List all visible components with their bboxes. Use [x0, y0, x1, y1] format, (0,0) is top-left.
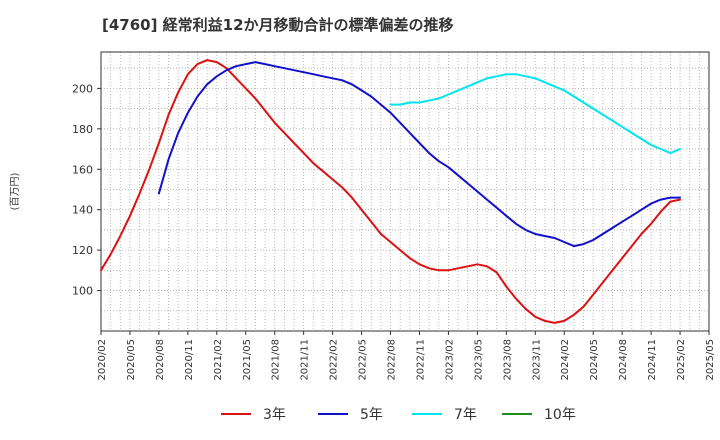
- y-tick-label: 120: [72, 244, 93, 257]
- x-tick-label: 2021/11: [300, 339, 311, 381]
- legend-label-1: 3年: [263, 407, 286, 423]
- series-line-2: [157, 61, 681, 248]
- x-tick-label: 2024/05: [589, 339, 600, 381]
- series-line-1: [100, 59, 681, 324]
- chart-title: [4760] 経常利益12か月移動合計の標準偏差の推移: [102, 16, 454, 34]
- x-tick-label: 2023/05: [473, 339, 484, 381]
- x-tick-label: 2023/11: [531, 339, 542, 381]
- y-tick-label: 100: [72, 285, 93, 298]
- x-tick-label: 2025/05: [705, 339, 716, 381]
- y-tick-label: 160: [72, 163, 93, 176]
- x-tick-label: 2022/02: [329, 339, 340, 381]
- x-tick-label: 2021/08: [271, 339, 282, 381]
- x-tick-label: 2020/11: [184, 339, 195, 381]
- x-tick-label: 2024/08: [618, 339, 629, 381]
- x-tick-label: 2020/02: [97, 339, 108, 381]
- y-tick-label: 140: [72, 204, 93, 217]
- x-tick-label: 2023/08: [502, 339, 513, 381]
- y-tick-label: 180: [72, 123, 93, 136]
- y-tick-label: 200: [72, 82, 93, 95]
- x-tick-label: 2020/05: [126, 339, 137, 381]
- x-tick-label: 2021/02: [213, 339, 224, 381]
- x-tick-label: 2024/11: [647, 339, 658, 381]
- x-tick-label: 2023/02: [444, 339, 455, 381]
- plot-area: [100, 51, 710, 332]
- legend-label-3: 7年: [454, 407, 477, 423]
- x-tick-label: 2022/05: [358, 339, 369, 381]
- x-tick-label: 2020/08: [155, 339, 166, 381]
- x-tick-label: 2022/11: [415, 339, 426, 381]
- legend-label-2: 5年: [360, 407, 383, 423]
- x-tick-label: 2021/05: [242, 339, 253, 381]
- x-tick-label: 2024/02: [560, 339, 571, 381]
- legend-label-4: 10年: [544, 407, 576, 423]
- y-axis-label: (百万円): [9, 173, 21, 211]
- x-tick-label: 2025/02: [676, 339, 687, 381]
- series-line-3: [389, 73, 681, 155]
- x-tick-label: 2022/08: [387, 339, 398, 381]
